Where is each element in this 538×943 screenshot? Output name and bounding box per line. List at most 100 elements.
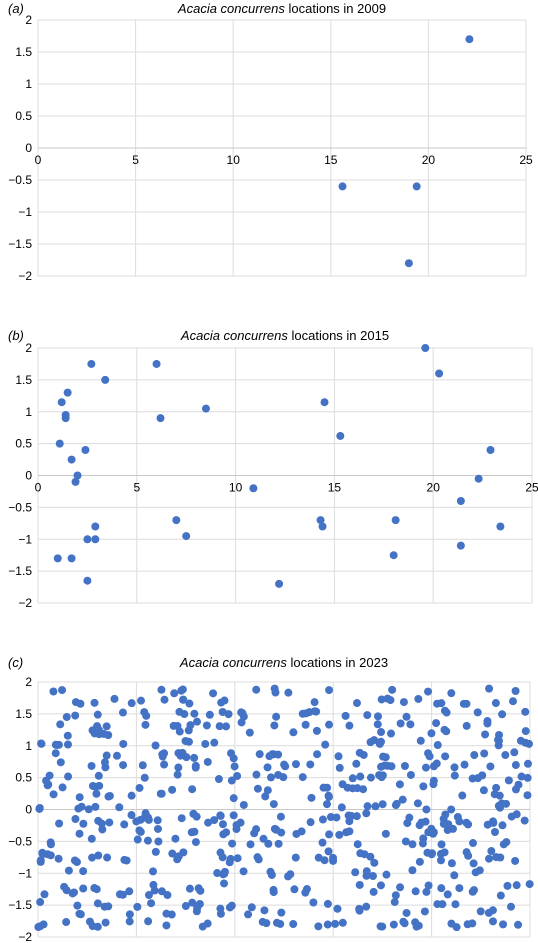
data-point — [239, 800, 248, 809]
title-rest: locations in 2009 — [285, 1, 386, 16]
data-point — [71, 477, 80, 486]
data-point — [169, 721, 178, 730]
data-point — [496, 522, 505, 531]
data-point — [521, 727, 530, 736]
data-point — [115, 803, 124, 812]
y-tick-label: −2 — [18, 269, 32, 283]
data-point — [439, 819, 448, 828]
data-point — [36, 898, 45, 907]
points — [34, 684, 534, 932]
data-point — [173, 855, 182, 864]
data-point — [298, 773, 307, 782]
data-point — [67, 455, 76, 464]
title-rest: locations in 2023 — [287, 655, 388, 670]
data-point — [227, 776, 236, 785]
data-point — [366, 738, 375, 747]
data-point — [49, 790, 58, 799]
data-point — [414, 694, 423, 703]
data-point — [201, 404, 210, 413]
data-point — [103, 853, 112, 862]
data-point — [370, 858, 379, 867]
data-point — [49, 687, 58, 696]
data-point — [93, 899, 102, 908]
data-point — [270, 721, 279, 730]
data-point — [181, 902, 190, 911]
data-point — [456, 541, 465, 550]
data-point — [402, 908, 411, 917]
x-tick-label: 15 — [328, 481, 342, 495]
data-point — [413, 799, 422, 808]
data-point — [406, 770, 415, 779]
data-point — [401, 837, 410, 846]
data-point — [92, 789, 101, 798]
data-point — [152, 359, 161, 368]
data-point — [443, 890, 452, 899]
data-point — [269, 888, 278, 897]
data-point — [54, 854, 63, 863]
data-point — [433, 741, 442, 750]
data-point — [338, 918, 347, 927]
x-tick-label: 0 — [35, 153, 42, 167]
data-point — [43, 850, 52, 859]
data-point — [271, 688, 280, 697]
data-point — [266, 773, 275, 782]
data-point — [54, 740, 63, 749]
y-tick-label: 1.5 — [15, 45, 32, 59]
data-point — [36, 856, 45, 865]
data-point — [320, 856, 329, 865]
data-point — [465, 35, 474, 44]
data-point — [391, 891, 400, 900]
data-point — [62, 918, 71, 927]
y-tick-label: −0.5 — [8, 500, 32, 514]
data-point — [188, 785, 197, 794]
data-point — [355, 880, 364, 889]
data-point — [404, 259, 413, 268]
data-point — [259, 834, 268, 843]
data-point — [377, 695, 386, 704]
data-point — [252, 685, 261, 694]
data-point — [306, 818, 315, 827]
y-tick-label: 1 — [25, 739, 32, 753]
data-point — [55, 439, 64, 448]
data-point — [376, 922, 385, 931]
data-point — [436, 856, 445, 865]
data-point — [119, 739, 128, 748]
data-point — [144, 917, 153, 926]
data-point — [390, 898, 399, 907]
data-point — [239, 867, 248, 876]
data-point — [507, 902, 516, 911]
data-point — [481, 730, 490, 739]
data-point — [157, 685, 166, 694]
data-point — [150, 886, 159, 895]
data-point — [408, 840, 417, 849]
data-point — [160, 695, 169, 704]
data-point — [213, 869, 222, 878]
data-point — [101, 375, 110, 384]
data-point — [496, 891, 505, 900]
data-point — [141, 720, 150, 729]
data-point — [456, 497, 465, 505]
data-point — [118, 890, 127, 899]
y-tick-label: 1 — [25, 405, 32, 419]
data-point — [236, 818, 245, 827]
data-point — [185, 699, 194, 708]
data-point — [355, 906, 364, 915]
data-point — [381, 753, 390, 762]
data-point — [215, 722, 224, 731]
data-point — [366, 852, 375, 861]
data-point — [316, 516, 325, 525]
data-point — [353, 840, 362, 849]
data-point — [76, 910, 85, 919]
data-point — [391, 516, 400, 525]
chart-panel-2: (c) Acacia concurrens locations in 2023 2 1… — [8, 655, 534, 943]
data-point — [122, 856, 131, 865]
panel-label: (c) — [8, 655, 23, 670]
data-point — [503, 881, 512, 890]
data-point — [252, 825, 261, 834]
data-point — [510, 748, 519, 757]
data-point — [133, 902, 142, 911]
data-point — [190, 709, 199, 718]
y-tick-label: 2 — [25, 13, 32, 27]
